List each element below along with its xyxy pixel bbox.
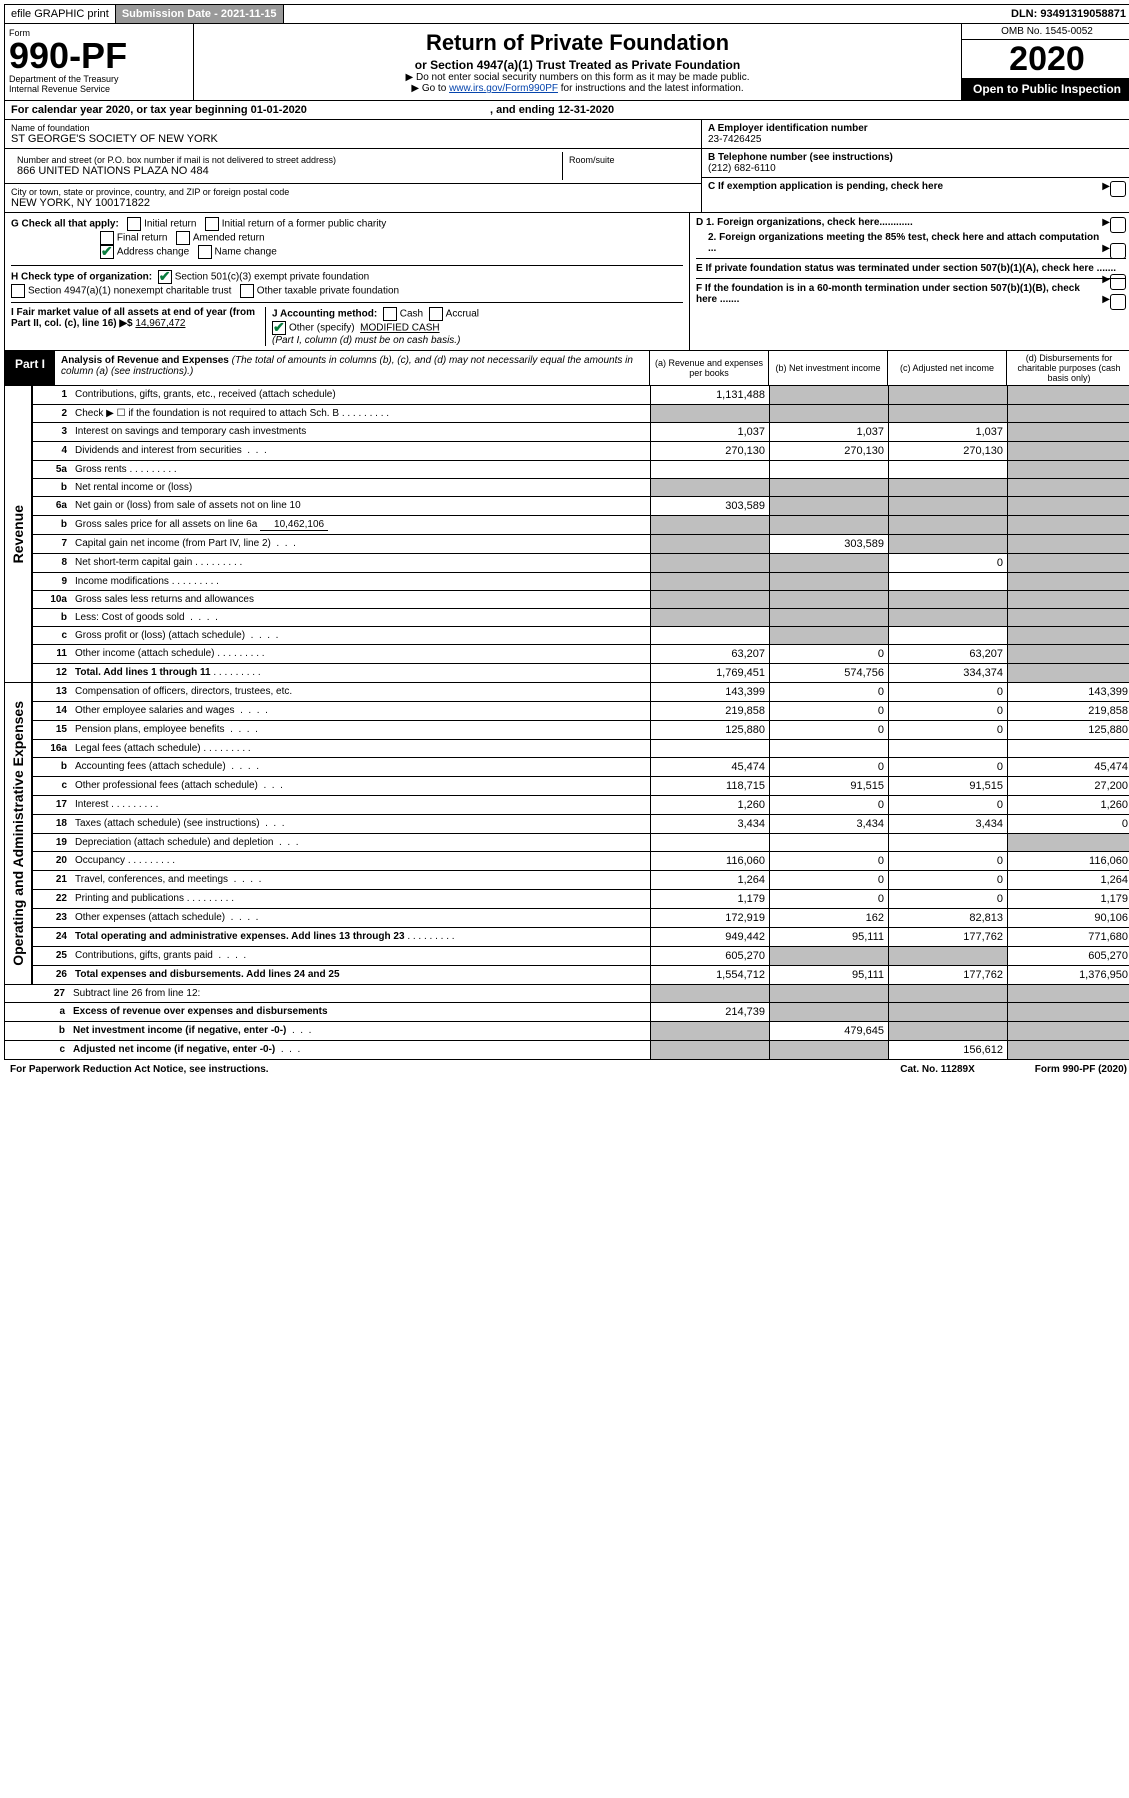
- entity-info: Name of foundation ST GEORGE'S SOCIETY O…: [4, 120, 1129, 213]
- form-subtitle: or Section 4947(a)(1) Trust Treated as P…: [198, 58, 957, 72]
- irs: Internal Revenue Service: [9, 84, 189, 94]
- part1-header: Part I Analysis of Revenue and Expenses …: [4, 351, 1129, 386]
- line27-table: 27Subtract line 26 from line 12: aExcess…: [4, 985, 1129, 1060]
- d2-checkbox[interactable]: [1110, 243, 1126, 259]
- expenses-table: 13Compensation of officers, directors, t…: [32, 683, 1129, 985]
- column-headers: (a) Revenue and expenses per books (b) N…: [649, 351, 1129, 385]
- cash-checkbox[interactable]: [383, 307, 397, 321]
- address-change-checkbox[interactable]: [100, 245, 114, 259]
- part1-title: Analysis of Revenue and Expenses: [61, 355, 229, 366]
- dept: Department of the Treasury: [9, 74, 189, 84]
- paperwork-notice: For Paperwork Reduction Act Notice, see …: [10, 1064, 269, 1075]
- form-page: efile GRAPHIC print Submission Date - 20…: [0, 0, 1129, 1083]
- revenue-label: Revenue: [6, 501, 30, 567]
- city: NEW YORK, NY 100171822: [11, 197, 695, 209]
- c-checkbox[interactable]: [1110, 181, 1126, 197]
- 4947-checkbox[interactable]: [11, 284, 25, 298]
- dln: DLN: 93491319058871: [1005, 5, 1129, 23]
- ein: 23-7426425: [708, 134, 1126, 145]
- col-d: (d) Disbursements for charitable purpose…: [1007, 351, 1129, 385]
- j-label: J Accounting method:: [272, 309, 377, 320]
- initial-return-checkbox[interactable]: [127, 217, 141, 231]
- g-label: G Check all that apply:: [11, 219, 119, 230]
- room-label: Room/suite: [569, 155, 689, 165]
- accrual-checkbox[interactable]: [429, 307, 443, 321]
- 501c3-checkbox[interactable]: [158, 270, 172, 284]
- page-footer: For Paperwork Reduction Act Notice, see …: [4, 1060, 1129, 1079]
- form-ref: Form 990-PF (2020): [1035, 1064, 1127, 1075]
- i-label: I Fair market value of all assets at end…: [11, 307, 255, 329]
- form-number: 990-PF: [9, 38, 189, 74]
- other-method-value: MODIFIED CASH: [360, 323, 439, 334]
- e-checkbox[interactable]: [1110, 274, 1126, 290]
- amended-return-checkbox[interactable]: [176, 231, 190, 245]
- f-checkbox[interactable]: [1110, 294, 1126, 310]
- open-public: Open to Public Inspection: [962, 78, 1129, 100]
- note-link: ▶ Go to www.irs.gov/Form990PF for instru…: [198, 83, 957, 94]
- tax-year: 2020: [962, 40, 1129, 78]
- d1-label: D 1. Foreign organizations, check here..…: [696, 217, 913, 228]
- col-c: (c) Adjusted net income: [888, 351, 1007, 385]
- revenue-section: Revenue 1Contributions, gifts, grants, e…: [4, 386, 1129, 683]
- e-label: E If private foundation status was termi…: [696, 263, 1116, 274]
- phone-label: B Telephone number (see instructions): [708, 152, 1126, 163]
- top-bar: efile GRAPHIC print Submission Date - 20…: [4, 4, 1129, 24]
- omb-number: OMB No. 1545-0052: [962, 24, 1129, 40]
- other-taxable-checkbox[interactable]: [240, 284, 254, 298]
- calendar-year: For calendar year 2020, or tax year begi…: [4, 101, 1129, 120]
- ein-label: A Employer identification number: [708, 123, 1126, 134]
- expenses-label: Operating and Administrative Expenses: [6, 697, 30, 970]
- h-label: H Check type of organization:: [11, 272, 152, 283]
- name-label: Name of foundation: [11, 123, 695, 133]
- f-label: F If the foundation is in a 60-month ter…: [696, 283, 1080, 305]
- col-a: (a) Revenue and expenses per books: [650, 351, 769, 385]
- col-b: (b) Net investment income: [769, 351, 888, 385]
- form-header: Form 990-PF Department of the Treasury I…: [4, 24, 1129, 101]
- c-label: C If exemption application is pending, c…: [708, 181, 943, 192]
- instructions-link[interactable]: www.irs.gov/Form990PF: [449, 83, 558, 94]
- addr-label: Number and street (or P.O. box number if…: [17, 155, 556, 165]
- d2-label: 2. Foreign organizations meeting the 85%…: [708, 232, 1099, 254]
- j-note: (Part I, column (d) must be on cash basi…: [272, 335, 460, 346]
- d1-checkbox[interactable]: [1110, 217, 1126, 233]
- fmv-value: 14,967,472: [135, 318, 185, 329]
- note-ssn: ▶ Do not enter social security numbers o…: [198, 72, 957, 83]
- part1-tab: Part I: [5, 351, 55, 385]
- name-change-checkbox[interactable]: [198, 245, 212, 259]
- phone: (212) 682-6110: [708, 163, 1126, 174]
- check-section: G Check all that apply: Initial return I…: [4, 213, 1129, 351]
- form-title: Return of Private Foundation: [198, 30, 957, 56]
- submission-date: Submission Date - 2021-11-15: [116, 5, 284, 23]
- other-method-checkbox[interactable]: [272, 321, 286, 335]
- address: 866 UNITED NATIONS PLAZA NO 484: [17, 165, 556, 177]
- revenue-table: 1Contributions, gifts, grants, etc., rec…: [32, 386, 1129, 683]
- cat-number: Cat. No. 11289X: [900, 1064, 974, 1075]
- foundation-name: ST GEORGE'S SOCIETY OF NEW YORK: [11, 133, 695, 145]
- expenses-section: Operating and Administrative Expenses 13…: [4, 683, 1129, 985]
- efile-label: efile GRAPHIC print: [5, 5, 116, 23]
- city-label: City or town, state or province, country…: [11, 187, 695, 197]
- initial-former-checkbox[interactable]: [205, 217, 219, 231]
